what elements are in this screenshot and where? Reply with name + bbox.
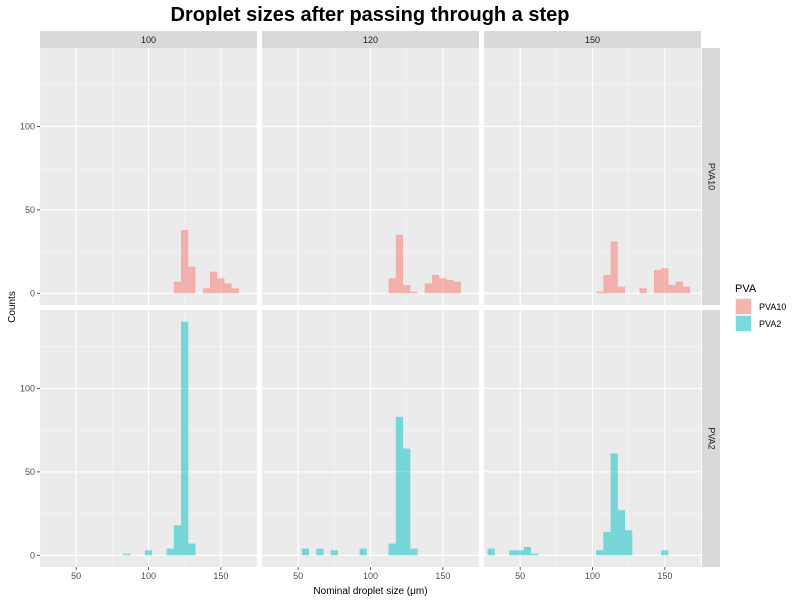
histogram-bar [395,234,404,294]
histogram-bar [610,241,618,294]
x-tick-label: 100 [585,571,600,581]
histogram-bar [446,279,454,294]
facet-strip-top [262,31,479,48]
legend-swatch [736,316,751,331]
facet-strip-top [40,31,257,48]
histogram-bar [403,284,411,294]
facet-strip-label: PVA10 [707,163,717,190]
histogram-bar [424,283,432,294]
histogram-bar [523,546,532,556]
histogram-bar [531,553,539,556]
y-tick-label: 0 [30,550,35,560]
x-tick-label: 150 [213,571,228,581]
x-tick-label: 50 [293,571,303,581]
histogram-bar [603,531,611,556]
histogram-bar [661,268,669,294]
histogram-bar [173,281,182,294]
histogram-bar [316,548,324,556]
histogram-bar [359,548,367,556]
x-tick-label: 150 [657,571,672,581]
chart-title: Droplet sizes after passing through a st… [170,4,570,26]
x-tick-label: 100 [141,571,156,581]
histogram-bar [123,553,131,556]
histogram-bar [202,288,210,294]
histogram-bar [596,291,604,294]
legend-title: PVA [735,283,757,295]
facet-strip-right [702,48,720,305]
histogram-bar [410,291,418,294]
histogram-bar [596,550,604,556]
histogram-bar [661,550,669,556]
histogram-bar [188,543,196,556]
histogram-bar [516,550,524,556]
histogram-bar [144,550,153,556]
legend-label: PVA10 [759,302,786,312]
histogram-bar [453,281,461,294]
histogram-bar [675,281,683,294]
facet-strip-label: 120 [363,35,378,45]
histogram-bar [639,288,647,294]
histogram-bar [166,548,174,556]
x-tick-label: 100 [363,571,378,581]
histogram-bar [388,543,396,556]
x-axis-title: Nominal droplet size (μm) [313,586,427,597]
histogram-bar [625,530,633,556]
histogram-bar [439,278,447,294]
histogram-bar [209,271,218,294]
histogram-bar [388,278,396,294]
histogram-bar [224,283,232,294]
facet-strip-label: 150 [585,35,600,45]
histogram-bar [301,548,310,556]
x-tick-label: 50 [515,571,525,581]
histogram-bar [617,510,626,556]
y-tick-label: 50 [25,467,35,477]
histogram-bar [181,229,189,294]
histogram-bar [431,274,440,294]
y-axis-title: Counts [7,291,18,323]
histogram-bar [181,321,189,556]
histogram-bar [395,416,404,556]
histogram-bar [682,286,691,294]
histogram-bar [403,448,411,556]
facet-strip-right [702,310,720,567]
histogram-bar [173,525,182,556]
legend-label: PVA2 [759,319,781,329]
histogram-bar [410,548,418,556]
y-tick-label: 0 [30,288,35,298]
x-tick-label: 150 [435,571,450,581]
facet-strip-top [484,31,701,48]
histogram-bar [217,278,225,294]
y-tick-label: 100 [20,383,35,393]
y-tick-label: 50 [25,205,35,215]
histogram-bar [668,284,676,294]
histogram-bar [610,453,618,556]
facet-strip-label: PVA2 [707,427,717,449]
histogram-bar [330,550,338,556]
histogram-bar [231,288,239,294]
legend-swatch [736,299,751,314]
histogram-bar [617,286,626,294]
histogram-bar [603,274,611,294]
histogram-bar [487,548,495,556]
histogram-bar [509,550,517,556]
histogram-bar [188,266,196,294]
histogram-bar [653,269,662,294]
y-tick-label: 100 [20,121,35,131]
x-tick-label: 50 [71,571,81,581]
facet-strip-label: 100 [141,35,156,45]
